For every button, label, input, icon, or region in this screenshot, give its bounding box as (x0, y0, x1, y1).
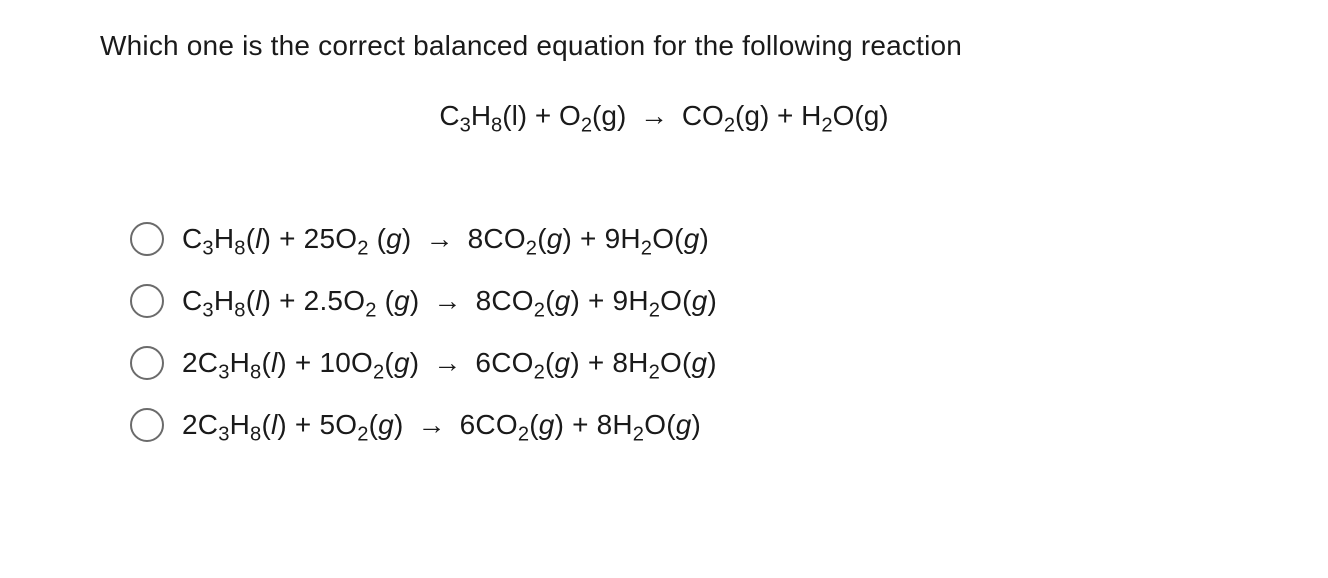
option-2[interactable]: C3H8(l) + 2.5O2 (g) → 8CO2(g) + 9H2O(g) (130, 284, 1228, 318)
radio-1[interactable] (130, 222, 164, 256)
question-text: Which one is the correct balanced equati… (100, 30, 1228, 62)
option-1[interactable]: C3H8(l) + 25O2 (g) → 8CO2(g) + 9H2O(g) (130, 222, 1228, 256)
radio-4[interactable] (130, 408, 164, 442)
main-equation: C3H8(l) + O2(g) → CO2(g) + H2O(g) (100, 100, 1228, 132)
option-text-3: 2C3H8(l) + 10O2(g) → 6CO2(g) + 8H2O(g) (182, 347, 717, 379)
option-text-2: C3H8(l) + 2.5O2 (g) → 8CO2(g) + 9H2O(g) (182, 285, 717, 317)
options-container: C3H8(l) + 25O2 (g) → 8CO2(g) + 9H2O(g) C3… (100, 222, 1228, 442)
option-4[interactable]: 2C3H8(l) + 5O2(g) → 6CO2(g) + 8H2O(g) (130, 408, 1228, 442)
radio-3[interactable] (130, 346, 164, 380)
option-3[interactable]: 2C3H8(l) + 10O2(g) → 6CO2(g) + 8H2O(g) (130, 346, 1228, 380)
radio-2[interactable] (130, 284, 164, 318)
option-text-1: C3H8(l) + 25O2 (g) → 8CO2(g) + 9H2O(g) (182, 223, 709, 255)
option-text-4: 2C3H8(l) + 5O2(g) → 6CO2(g) + 8H2O(g) (182, 409, 701, 441)
